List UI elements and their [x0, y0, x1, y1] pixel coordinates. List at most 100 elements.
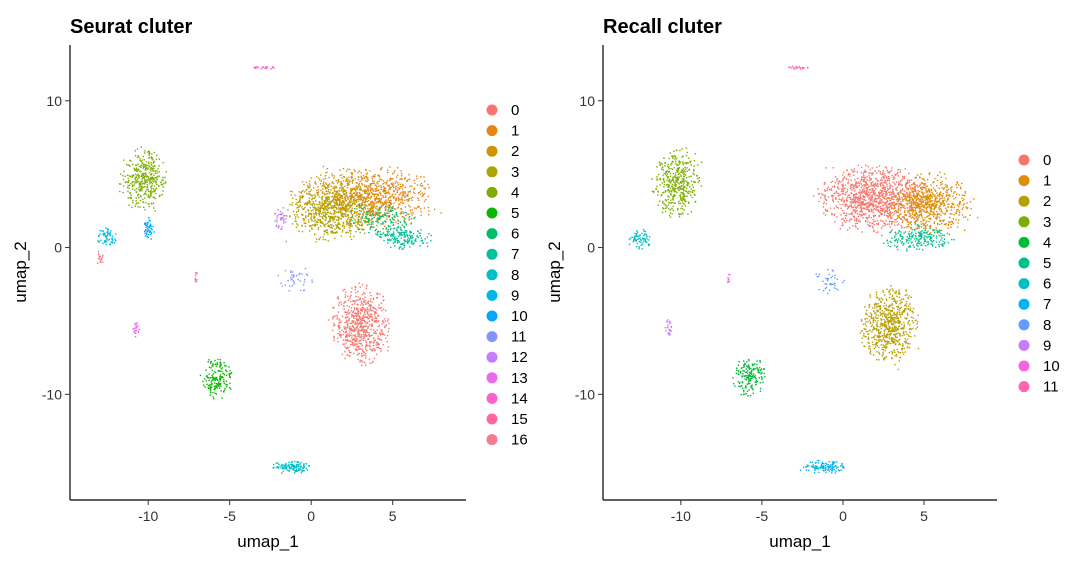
cluster-point	[369, 226, 372, 229]
cluster-point	[359, 213, 361, 215]
cluster-point	[850, 200, 853, 202]
cluster-point	[891, 167, 893, 169]
cluster-point	[871, 194, 874, 196]
cluster-point	[886, 183, 888, 186]
cluster-point	[881, 199, 883, 201]
cluster-point	[355, 199, 357, 201]
cluster-point	[874, 201, 876, 203]
cluster-point	[326, 213, 328, 215]
cluster-point	[372, 360, 374, 363]
cluster-point	[366, 309, 368, 311]
cluster-point	[886, 200, 888, 202]
cluster-point	[340, 334, 342, 337]
cluster-point	[913, 195, 916, 197]
cluster-point	[137, 163, 139, 165]
cluster-point	[944, 184, 947, 186]
cluster-point	[330, 205, 333, 207]
cluster-point	[842, 203, 844, 205]
cluster-point	[336, 337, 339, 339]
cluster-point	[290, 276, 292, 279]
cluster-point	[832, 199, 834, 202]
cluster-point	[135, 188, 138, 190]
cluster-point	[865, 193, 867, 195]
cluster-point	[143, 206, 145, 208]
cluster-point	[341, 188, 343, 190]
cluster-point	[848, 197, 851, 199]
cluster-point	[345, 347, 347, 350]
cluster-point	[330, 216, 332, 219]
cluster-point	[344, 198, 346, 201]
cluster-point	[353, 212, 355, 215]
cluster-point	[333, 187, 335, 190]
cluster-point	[912, 193, 915, 195]
legend-item-15: 15	[486, 411, 528, 428]
cluster-point	[324, 229, 326, 232]
cluster-point	[308, 221, 310, 223]
cluster-point	[214, 359, 216, 362]
cluster-point	[106, 240, 108, 243]
cluster-point	[352, 311, 354, 313]
cluster-point	[388, 230, 390, 233]
cluster-point	[336, 195, 339, 197]
cluster-point	[363, 220, 365, 222]
cluster-point	[891, 229, 893, 231]
cluster-point	[395, 238, 397, 241]
cluster-point	[869, 172, 871, 174]
cluster-point	[355, 221, 357, 223]
cluster-point	[348, 349, 350, 352]
cluster-point	[898, 195, 900, 197]
cluster-point	[872, 211, 875, 214]
cluster-point	[335, 196, 338, 198]
cluster-point	[359, 210, 361, 212]
cluster-point	[143, 193, 146, 195]
cluster-point	[317, 212, 319, 215]
cluster-point	[288, 470, 290, 472]
cluster-point	[353, 339, 356, 341]
cluster-point	[889, 206, 891, 209]
cluster-point	[357, 219, 360, 221]
cluster-point	[361, 284, 364, 286]
cluster-point	[331, 175, 334, 177]
cluster-point	[317, 193, 319, 195]
cluster-point	[320, 222, 322, 224]
cluster-point	[891, 185, 894, 188]
cluster-point	[135, 179, 138, 182]
cluster-point	[420, 176, 422, 178]
cluster-point	[883, 177, 885, 180]
cluster-point	[288, 290, 290, 292]
cluster-point	[330, 215, 332, 218]
cluster-point	[356, 208, 358, 210]
cluster-point	[313, 206, 316, 209]
cluster-point	[826, 209, 828, 212]
cluster-point	[905, 198, 907, 201]
cluster-point	[350, 172, 352, 174]
cluster-point	[364, 346, 367, 348]
cluster-point	[894, 183, 896, 186]
cluster-point	[406, 240, 408, 243]
cluster-point	[403, 232, 406, 234]
cluster-point	[393, 208, 395, 210]
cluster-point	[879, 219, 882, 222]
cluster-point	[358, 220, 360, 223]
cluster-point	[394, 227, 396, 230]
cluster-point	[364, 308, 367, 310]
cluster-point	[318, 219, 320, 221]
cluster-point	[322, 222, 324, 225]
cluster-point	[358, 213, 360, 215]
cluster-point	[399, 187, 401, 190]
cluster-point	[219, 361, 222, 363]
cluster-point	[827, 196, 830, 198]
cluster-point	[871, 198, 873, 200]
cluster-point	[321, 192, 324, 194]
cluster-point	[898, 208, 900, 210]
cluster-point	[136, 174, 138, 177]
cluster-point	[310, 216, 313, 218]
cluster-point	[324, 201, 326, 203]
cluster-point	[388, 204, 390, 207]
cluster-point	[372, 298, 374, 300]
cluster-point	[342, 331, 345, 333]
cluster-point	[322, 217, 324, 220]
cluster-point	[352, 300, 355, 302]
cluster-point	[883, 214, 886, 216]
cluster-point	[282, 468, 284, 470]
